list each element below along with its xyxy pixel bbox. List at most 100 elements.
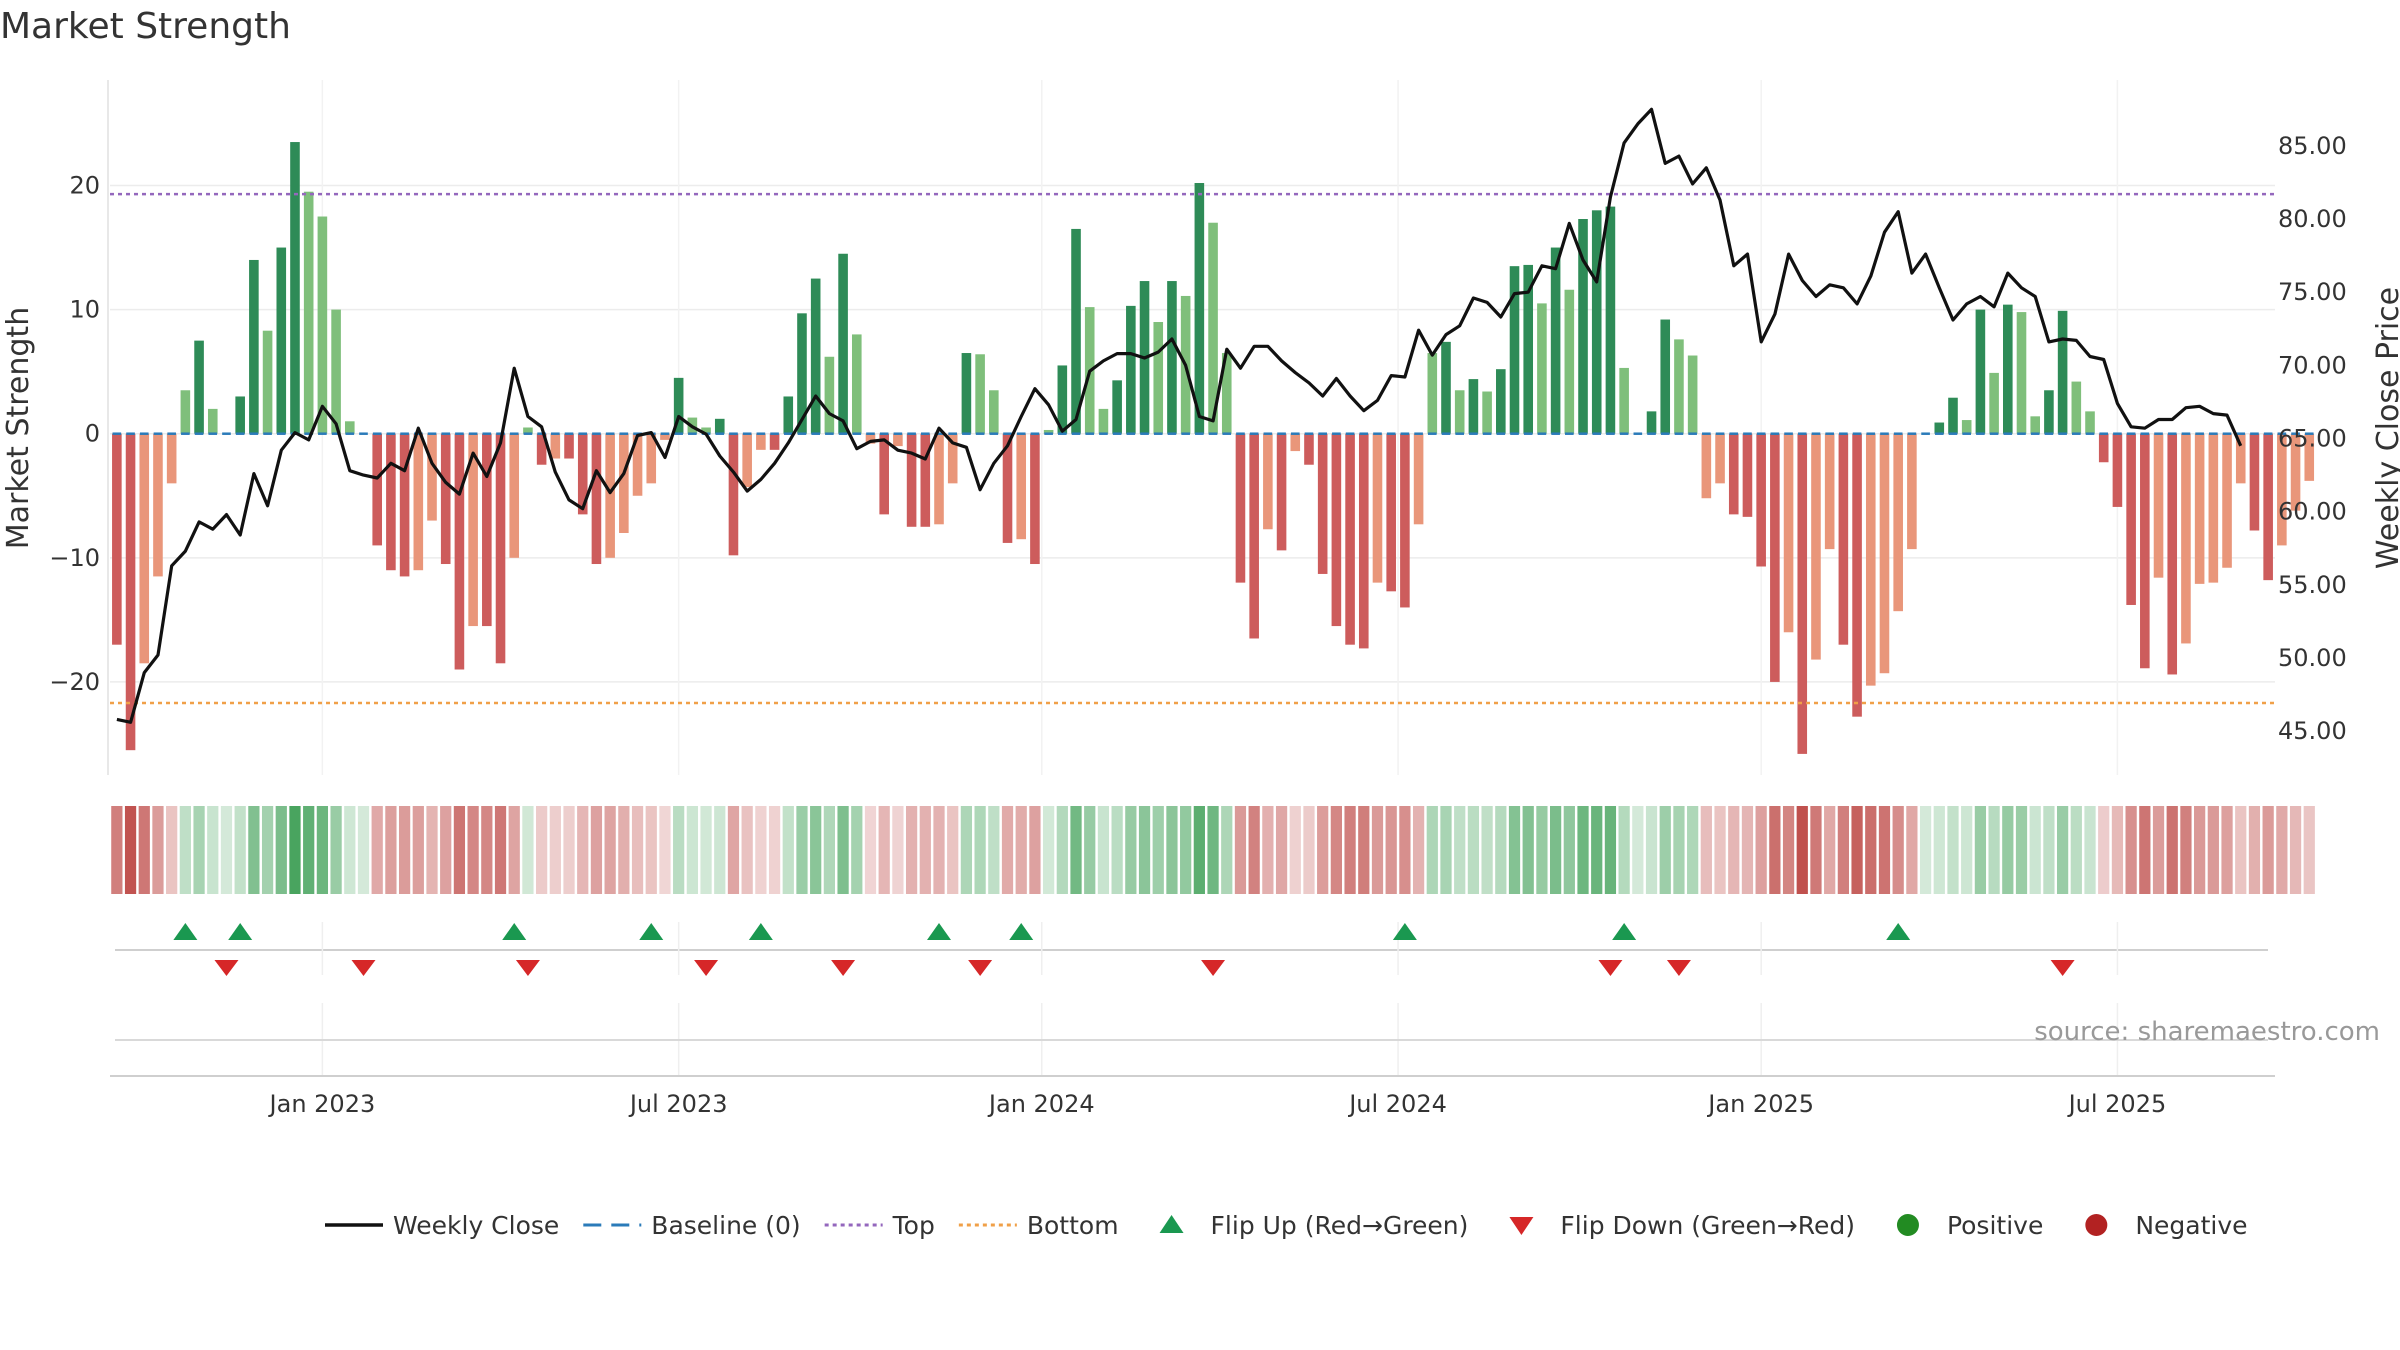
heat-cell: [1399, 806, 1411, 894]
legend-item-flip-down: Flip Down (Green→Red): [1509, 1211, 1855, 1240]
strength-bar: [1509, 266, 1520, 434]
heat-cell: [1303, 806, 1315, 894]
strength-bar: [1276, 433, 1287, 551]
heat-cell: [344, 806, 356, 894]
flip-up-marker: [228, 923, 253, 940]
flip-up-marker: [748, 923, 773, 940]
heat-cell: [2043, 806, 2055, 894]
heat-cell: [453, 806, 466, 894]
heat-cell: [631, 806, 644, 894]
strength-bar: [865, 433, 876, 444]
strength-bar: [2304, 433, 2315, 481]
y-right-label: Weekly Close Price: [2371, 287, 2400, 569]
heat-cell: [275, 806, 287, 894]
strength-bar: [1975, 309, 1986, 434]
heat-cell: [974, 806, 986, 894]
legend-item-positive: Positive: [1896, 1211, 2043, 1240]
heat-cell: [1604, 806, 1617, 894]
strength-bar: [1221, 353, 1232, 434]
strength-bar: [879, 433, 889, 515]
strength-bar: [1345, 433, 1355, 645]
strength-bar: [1482, 391, 1492, 434]
strength-bar: [2194, 433, 2205, 584]
flip-down-marker: [831, 960, 856, 976]
strength-bar: [262, 330, 273, 434]
strength-bar: [2249, 433, 2260, 531]
y-left-axis: 20 10 0 −10 −20: [49, 171, 100, 695]
strength-bar: [1948, 397, 1958, 434]
strength-bar: [303, 191, 314, 434]
strength-bar: [742, 433, 752, 488]
heat-cell: [1549, 806, 1562, 894]
strength-bar: [2277, 433, 2287, 546]
heat-cell: [1344, 806, 1356, 894]
heat-cell: [1138, 806, 1151, 894]
strength-bar: [605, 433, 615, 558]
heat-cell: [1645, 806, 1658, 894]
strength-bar: [1591, 210, 1602, 434]
strength-bar: [591, 433, 602, 565]
strength-bar: [1098, 408, 1109, 434]
strength-bar: [810, 278, 821, 434]
legend-item-top: Top: [824, 1211, 935, 1240]
heat-cell: [2084, 806, 2096, 894]
heat-cell: [577, 806, 589, 894]
strength-bar: [290, 142, 300, 434]
heat-cell: [1687, 806, 1699, 894]
heat-cell: [755, 806, 767, 894]
strength-bar: [701, 427, 711, 434]
strength-bar: [714, 418, 725, 434]
heat-cell: [1152, 806, 1164, 894]
heat-cell: [1371, 806, 1384, 894]
x-tick: Jul 2023: [628, 1090, 728, 1118]
legend-label: Flip Up (Red→Green): [1211, 1211, 1469, 1240]
y-left-tick: 10: [69, 296, 100, 324]
heat-cell: [398, 806, 411, 894]
strength-bar: [1208, 222, 1218, 434]
strength-bar: [660, 433, 670, 440]
strength-bar: [235, 396, 245, 434]
heat-cell: [659, 806, 671, 894]
heat-cell: [179, 806, 191, 894]
legend-swatch: [1159, 1215, 1184, 1233]
heat-cell: [1577, 806, 1589, 894]
legend-swatch: [2085, 1214, 2108, 1236]
heat-cell: [111, 806, 123, 894]
heat-cell: [1659, 806, 1671, 894]
y-left-tick: −10: [49, 544, 100, 572]
strength-bar: [139, 433, 150, 664]
strength-bar: [207, 408, 218, 434]
strength-bar: [1030, 433, 1040, 565]
heat-cell: [1207, 806, 1219, 894]
strength-bar: [1934, 422, 1945, 434]
heat-cell: [1330, 806, 1342, 894]
heat-cell: [1837, 806, 1849, 894]
heat-cell: [1796, 806, 1808, 894]
legend-label: Positive: [1947, 1211, 2043, 1240]
heat-cell: [1974, 806, 1987, 894]
heat-cell: [837, 806, 849, 894]
y-right-tick: 70.00: [2278, 351, 2347, 379]
strength-bar: [1728, 433, 1739, 515]
flip-up-marker: [927, 923, 952, 940]
strength-bar: [1646, 411, 1657, 434]
heat-cell: [1070, 806, 1082, 894]
heat-cell: [1221, 806, 1233, 894]
strength-bar: [1701, 433, 1712, 499]
heat-cell: [1166, 806, 1178, 894]
y-right-tick: 65.00: [2278, 424, 2347, 452]
y-right-tick: 50.00: [2278, 644, 2347, 672]
strength-bar: [331, 309, 341, 434]
strength-bar: [2030, 416, 2041, 434]
strength-bar: [2140, 433, 2150, 669]
heat-cell: [905, 806, 918, 894]
heat-cell: [1878, 806, 1891, 894]
flip-up-marker: [1612, 923, 1637, 940]
strength-bar: [523, 427, 533, 434]
strength-bar: [769, 433, 780, 450]
heat-cell: [2002, 806, 2014, 894]
heat-cell: [1440, 806, 1452, 894]
flip-down-marker: [694, 960, 719, 976]
strength-bar: [1865, 433, 1876, 686]
strength-bar: [934, 433, 944, 525]
